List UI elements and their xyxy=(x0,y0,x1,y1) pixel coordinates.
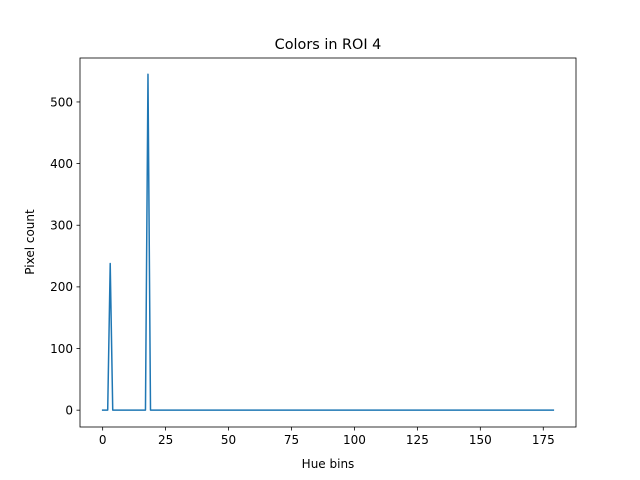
x-tick-label: 150 xyxy=(469,433,492,447)
axes-frame xyxy=(79,57,577,428)
y-tick-label: 500 xyxy=(50,95,73,109)
x-tick-label: 100 xyxy=(343,433,366,447)
plot-area xyxy=(79,57,577,428)
x-axis-label: Hue bins xyxy=(302,457,355,471)
x-tick-label: 25 xyxy=(158,433,173,447)
x-tick-label: 175 xyxy=(532,433,555,447)
x-tick-label: 125 xyxy=(406,433,429,447)
series-line-0 xyxy=(101,73,555,411)
chart-title: Colors in ROI 4 xyxy=(275,37,382,53)
y-tick-label: 300 xyxy=(50,219,73,233)
y-tick-label: 100 xyxy=(50,342,73,356)
y-tick-label: 0 xyxy=(65,403,73,417)
y-tick-label: 400 xyxy=(50,157,73,171)
y-tick-label: 200 xyxy=(50,280,73,294)
x-tick-label: 50 xyxy=(221,433,236,447)
tick-layer: 0 25 50 75 100 125 150 175 0 100 200 300 400 500 xyxy=(50,95,555,447)
x-tick-label: 75 xyxy=(284,433,299,447)
x-tick-label: 0 xyxy=(99,433,107,447)
y-axis-label: Pixel count xyxy=(23,209,37,275)
